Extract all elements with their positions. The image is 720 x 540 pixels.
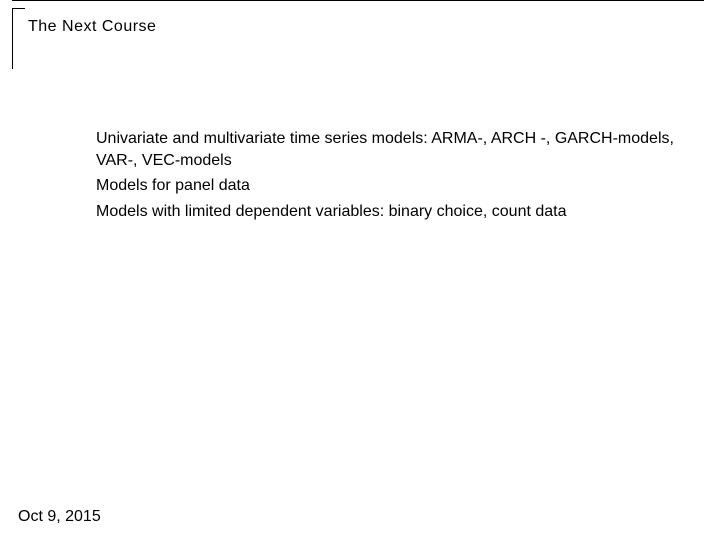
footer-date: Oct 9, 2015 bbox=[18, 508, 101, 526]
title-accent-corner bbox=[12, 8, 25, 69]
slide: The Next Course Univariate and multivari… bbox=[0, 0, 720, 540]
bullet-text: Univariate and multivariate time series … bbox=[96, 128, 680, 171]
bullet-icon bbox=[58, 182, 66, 190]
slide-title: The Next Course bbox=[28, 18, 156, 36]
list-item: Models with limited dependent variables:… bbox=[58, 201, 680, 223]
title-underline bbox=[12, 0, 704, 1]
bullet-icon bbox=[58, 208, 66, 216]
bullet-text: Models with limited dependent variables:… bbox=[96, 201, 680, 223]
bullet-text: Models for panel data bbox=[96, 175, 680, 197]
list-item: Models for panel data bbox=[58, 175, 680, 197]
list-item: Univariate and multivariate time series … bbox=[58, 128, 680, 171]
bullet-list: Univariate and multivariate time series … bbox=[58, 128, 680, 226]
bullet-icon bbox=[58, 135, 66, 143]
